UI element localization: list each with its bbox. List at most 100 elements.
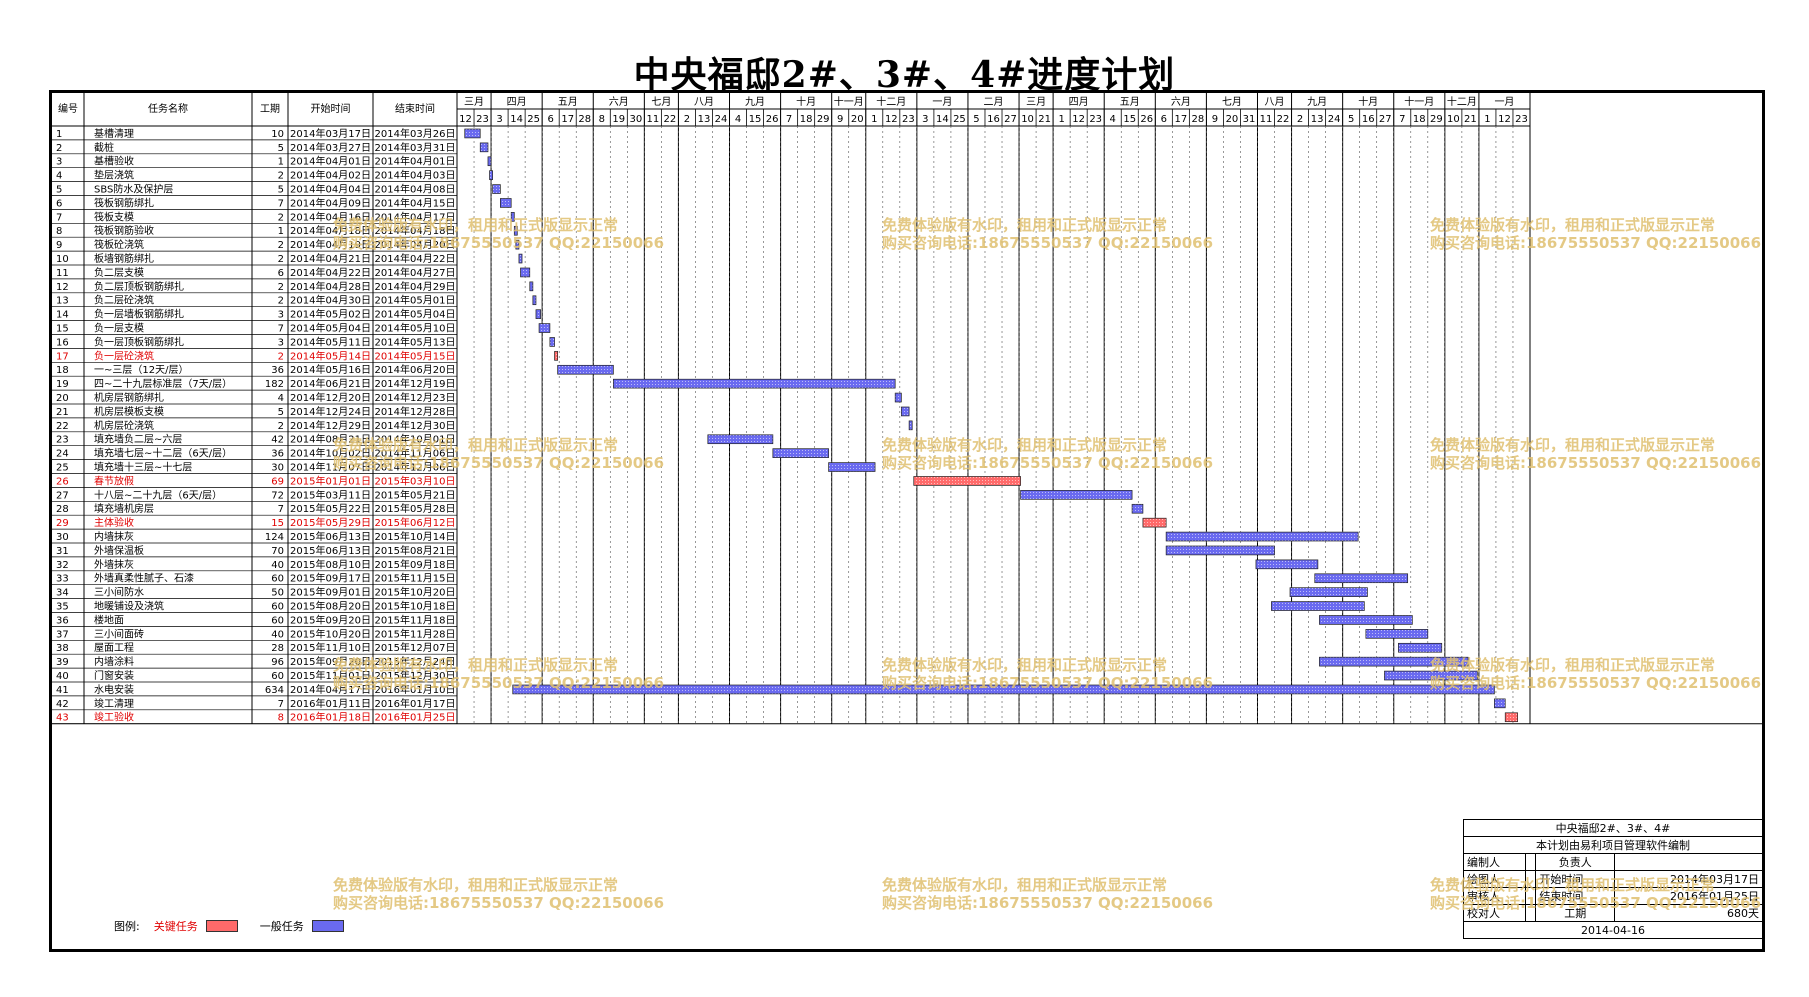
task-start: 2014年04月16日: [290, 210, 371, 223]
month-label: 一月: [932, 96, 952, 108]
day-label: 9: [837, 114, 843, 125]
gantt-bar: [1504, 712, 1518, 723]
task-duration: 50: [271, 588, 284, 599]
task-end: 2015年11月15日: [375, 572, 456, 585]
legend-general-label: 一般任务: [259, 920, 304, 933]
day-label: 20: [851, 114, 864, 125]
task-duration: 60: [271, 615, 284, 626]
gantt-bar: [510, 212, 515, 222]
day-label: 29: [817, 114, 830, 125]
task-no: 21: [56, 407, 69, 418]
task-duration: 1: [278, 157, 284, 168]
day-label: 25: [953, 114, 966, 125]
task-end: 2014年05月10日: [375, 322, 456, 335]
task-name: 机房层模板支模: [94, 405, 164, 418]
task-start: 2015年11月01日: [290, 669, 371, 682]
day-label: 23: [902, 114, 915, 125]
task-duration: 2: [278, 240, 284, 251]
task-duration: 72: [271, 490, 284, 501]
task-name: 主体验收: [94, 516, 134, 529]
day-label: 5: [1348, 114, 1354, 125]
task-no: 3: [56, 157, 62, 168]
day-label: 13: [698, 114, 711, 125]
day-label: 2: [1297, 114, 1303, 125]
day-label: 28: [578, 114, 591, 125]
day-label: 27: [1004, 114, 1017, 125]
task-name: 填充墙七层~十二层（6天/层）: [94, 447, 232, 460]
task-name: 负一层砼浇筑: [94, 349, 154, 362]
gantt-bar: [901, 406, 910, 417]
task-duration: 36: [271, 449, 284, 460]
task-name: 楼地面: [94, 613, 124, 626]
task-start: 2014年04月09日: [290, 196, 371, 209]
task-end: 2015年11月28日: [375, 627, 456, 640]
task-duration: 7: [278, 699, 284, 710]
project-info-box: 中央福邸2#、3#、4# 本计划由易利项目管理软件编制 编制人 负责人 绘图人 …: [1463, 819, 1763, 939]
day-label: 23: [476, 114, 489, 125]
task-start: 2014年03月27日: [290, 141, 371, 154]
task-no: 5: [56, 185, 62, 196]
gantt-bar: [500, 198, 512, 208]
day-label: 6: [547, 114, 553, 125]
month-label: 十二月: [876, 95, 906, 108]
day-label: 24: [715, 114, 728, 125]
month-label: 十二月: [1447, 95, 1477, 108]
legend-general-swatch: [311, 920, 344, 932]
gantt-bar: [538, 323, 551, 333]
header-end: 结束时间: [395, 102, 435, 115]
legend-label: 图例:: [114, 920, 140, 933]
task-end: 2014年04月01日: [375, 155, 456, 168]
header-no: 编号: [58, 102, 78, 115]
gantt-bar: [1289, 587, 1368, 597]
task-name: 屋面工程: [94, 642, 134, 654]
task-duration: 2: [278, 212, 284, 223]
task-end: 2014年05月15日: [375, 349, 456, 362]
day-label: 12: [1072, 114, 1085, 125]
task-name: 基槽清理: [94, 127, 134, 140]
task-start: 2014年04月28日: [290, 280, 371, 293]
task-name: 机房层钢筋绑扎: [94, 391, 164, 404]
task-duration: 2: [278, 296, 284, 307]
task-end: 2015年05月28日: [375, 502, 456, 515]
day-label: 13: [1311, 114, 1324, 125]
gantt-bar: [554, 351, 558, 361]
task-no: 17: [56, 351, 69, 362]
info-start-value: 2014年03月17日: [1614, 870, 1763, 888]
task-end: 2014年12月19日: [375, 377, 456, 390]
gantt-bar: [513, 225, 518, 236]
task-end: 2015年10月14日: [375, 530, 456, 543]
task-duration: 4: [278, 393, 284, 404]
task-start: 2014年04月02日: [290, 169, 371, 182]
gantt-bar: [1271, 601, 1365, 611]
task-name: 截桩: [94, 141, 114, 154]
day-label: 3: [496, 114, 502, 125]
task-end: 2015年06月12日: [375, 516, 456, 529]
task-no: 33: [56, 574, 69, 585]
day-label: 21: [1038, 114, 1051, 125]
info-start-label: 开始时间: [1535, 870, 1616, 888]
day-label: 12: [459, 114, 472, 125]
gantt-bar: [613, 378, 896, 389]
task-duration: 6: [278, 268, 284, 279]
day-label: 12: [885, 114, 898, 125]
task-duration: 7: [278, 198, 284, 209]
day-label: 15: [749, 114, 762, 125]
task-no: 30: [56, 532, 69, 543]
task-end: 2014年04月18日: [375, 224, 456, 237]
task-no: 27: [56, 490, 69, 501]
info-date: 2014-04-16: [1463, 921, 1763, 939]
task-no: 6: [56, 198, 62, 209]
task-duration: 28: [271, 643, 284, 654]
task-end: 2014年10月01日: [375, 433, 456, 446]
gantt-bar: [489, 170, 493, 180]
task-name: 负二层砼浇筑: [94, 294, 154, 307]
task-start: 2015年09月20日: [290, 655, 371, 668]
day-label: 7: [1399, 114, 1405, 125]
day-label: 1: [1484, 114, 1490, 125]
task-no: 16: [56, 337, 69, 348]
task-name: 外墙真柔性腻子、石漆: [94, 572, 194, 585]
gantt-bar: [894, 392, 902, 403]
month-label: 四月: [507, 96, 527, 108]
gantt-bar: [1319, 656, 1469, 667]
day-label: 14: [510, 114, 523, 125]
